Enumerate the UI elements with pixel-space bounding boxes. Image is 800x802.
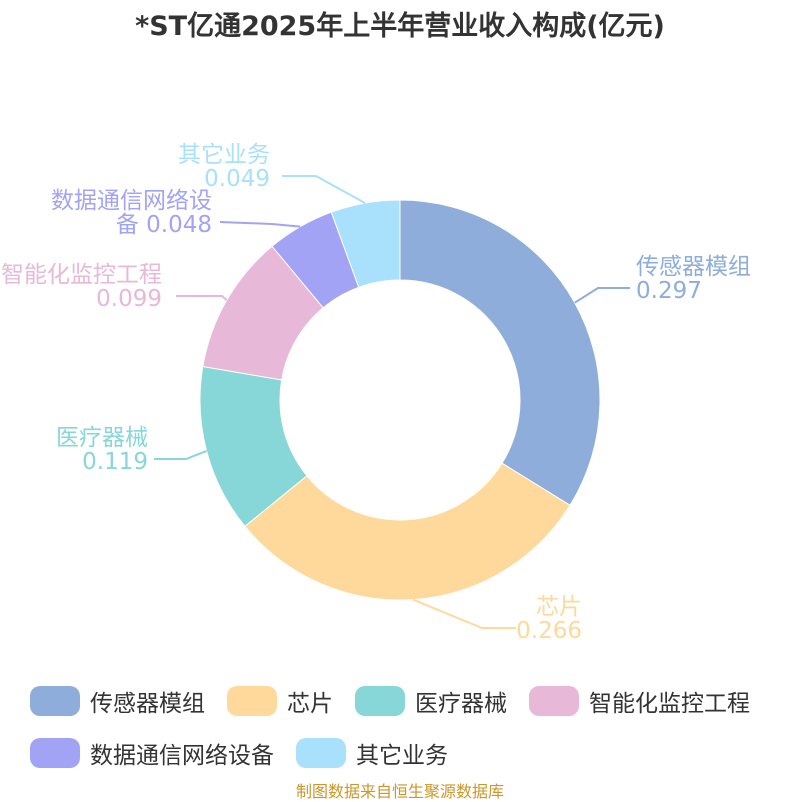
legend-swatch <box>296 738 346 768</box>
slice-label-0: 传感器模组 0.297 <box>636 254 751 304</box>
legend-item-5[interactable]: 其它业务 <box>296 736 448 770</box>
legend-label: 智能化监控工程 <box>589 691 750 717</box>
slice-label-4: 数据通信网络设备 0.048 <box>51 188 212 238</box>
legend-label: 芯片 <box>287 691 333 717</box>
leader-line-2 <box>154 450 207 460</box>
slice-label-3: 智能化监控工程 0.099 <box>1 262 162 312</box>
legend-swatch <box>529 686 579 716</box>
leader-line-3 <box>176 295 228 301</box>
chart-legend: 传感器模组 芯片 医疗器械 智能化监控工程数据通信网络设备 其它业务 <box>30 684 790 770</box>
leader-line-5 <box>282 175 366 204</box>
legend-item-1[interactable]: 芯片 <box>227 684 333 718</box>
leader-line-4 <box>219 221 301 228</box>
slice-label-5: 其它业务 0.049 <box>178 142 270 192</box>
donut-slice-0[interactable] <box>399 199 601 507</box>
legend-label: 数据通信网络设备 <box>90 743 274 769</box>
legend-label: 其它业务 <box>356 743 448 769</box>
leader-line-1 <box>412 598 516 629</box>
donut-slice-5[interactable] <box>330 199 401 288</box>
chart-title: *ST亿通2025年上半年营业收入构成(亿元) <box>135 11 665 42</box>
legend-item-2[interactable]: 医疗器械 <box>355 684 507 718</box>
leader-line-0 <box>574 287 630 304</box>
legend-swatch <box>30 686 80 716</box>
legend-swatch <box>30 738 80 768</box>
legend-label: 医疗器械 <box>415 691 507 717</box>
legend-swatch <box>355 686 405 716</box>
slice-label-1: 芯片 0.266 <box>516 594 582 644</box>
legend-item-0[interactable]: 传感器模组 <box>30 684 205 718</box>
slice-label-2: 医疗器械 0.119 <box>56 425 148 475</box>
legend-swatch <box>227 686 277 716</box>
legend-item-3[interactable]: 智能化监控工程 <box>529 684 750 718</box>
legend-item-4[interactable]: 数据通信网络设备 <box>30 736 274 770</box>
data-source-note: 制图数据来自恒生聚源数据库 <box>295 782 504 801</box>
legend-label: 传感器模组 <box>90 691 205 717</box>
donut-slice-1[interactable] <box>244 462 571 601</box>
